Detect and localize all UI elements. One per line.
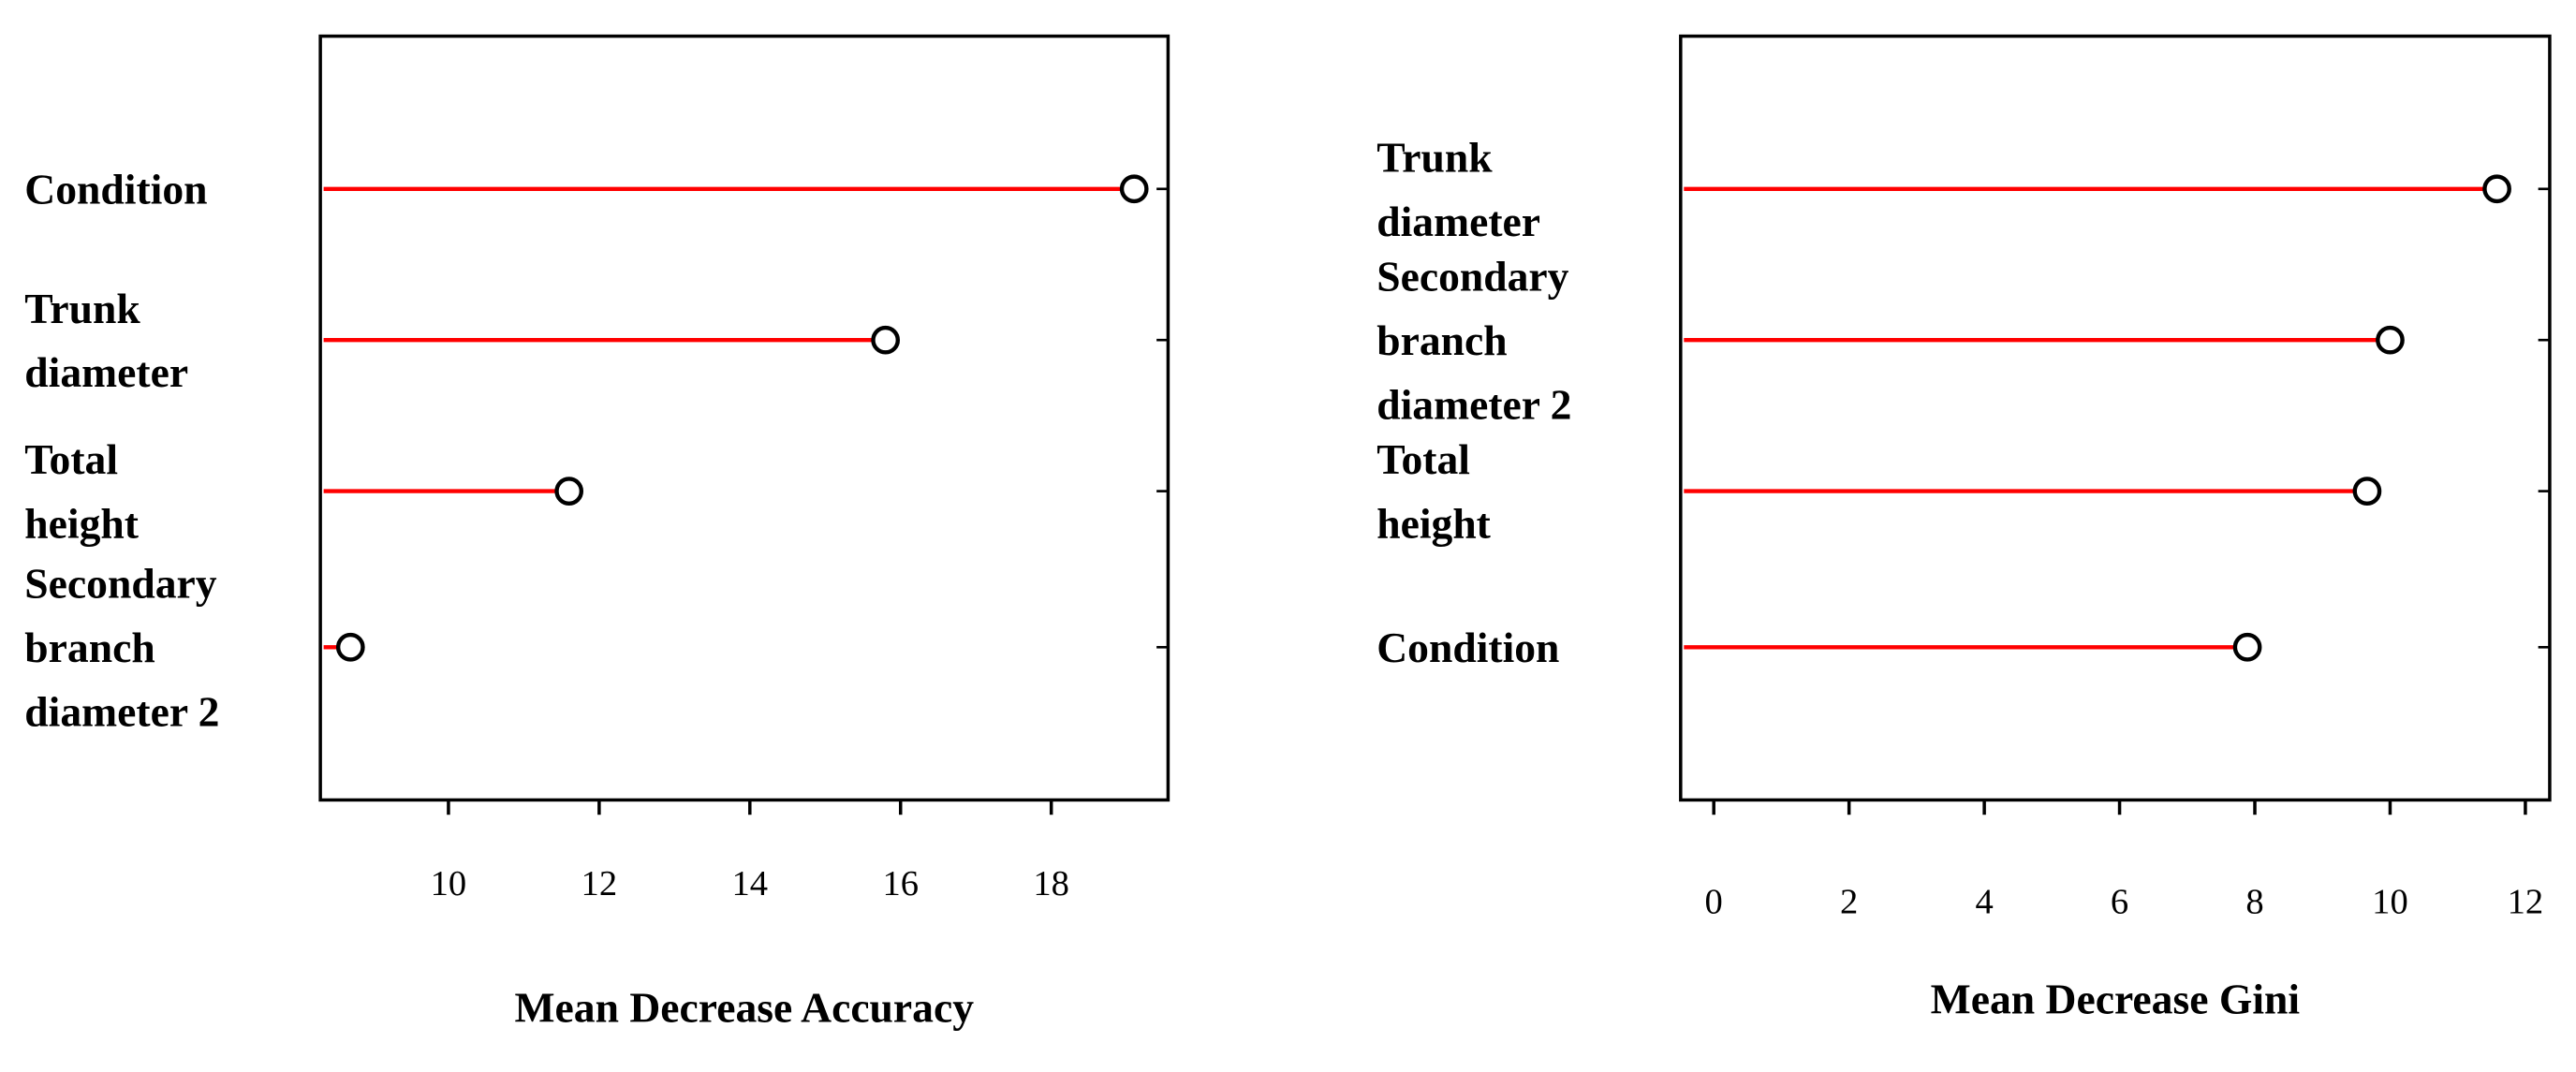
x-tick-label: 4	[1975, 883, 1993, 922]
lollipop-dot	[1119, 174, 1149, 204]
lollipop-dot	[2376, 325, 2405, 355]
x-axis-title: Mean Decrease Accuracy	[515, 983, 975, 1031]
lollipop-dot	[2352, 477, 2382, 506]
plot-frame	[318, 34, 1170, 802]
x-tick-label: 12	[581, 864, 618, 903]
x-tick-label: 10	[431, 864, 467, 903]
x-tick-label: 18	[1033, 864, 1069, 903]
x-tick-label: 10	[2372, 883, 2408, 922]
lollipop-dot	[554, 477, 584, 506]
category-label: Condition	[1376, 624, 1559, 671]
lollipop-dot	[335, 632, 365, 662]
x-tick-label: 6	[2111, 883, 2128, 922]
category-label: Trunk diameter	[24, 285, 188, 396]
category-label: Total height	[24, 435, 139, 547]
x-tick-label: 16	[882, 864, 919, 903]
category-label: Secondary branch diameter 2	[24, 560, 219, 736]
x-tick-label: 0	[1705, 883, 1723, 922]
category-label: Trunk diameter	[1376, 133, 1540, 244]
x-tick-label: 12	[2508, 883, 2544, 922]
x-tick-label: 8	[2245, 883, 2263, 922]
category-label: Secondary branch diameter 2	[1376, 253, 1571, 429]
lollipop-dot	[2482, 174, 2511, 204]
lollipop-dot	[871, 325, 901, 355]
lollipop-dot	[2232, 632, 2262, 662]
x-tick-label: 14	[732, 864, 769, 903]
x-axis-title: Mean Decrease Gini	[1931, 976, 2300, 1023]
x-tick-label: 2	[1840, 883, 1858, 922]
category-label: Total height	[1376, 435, 1491, 547]
plot-frame	[1679, 34, 2552, 802]
category-label: Condition	[24, 166, 207, 213]
